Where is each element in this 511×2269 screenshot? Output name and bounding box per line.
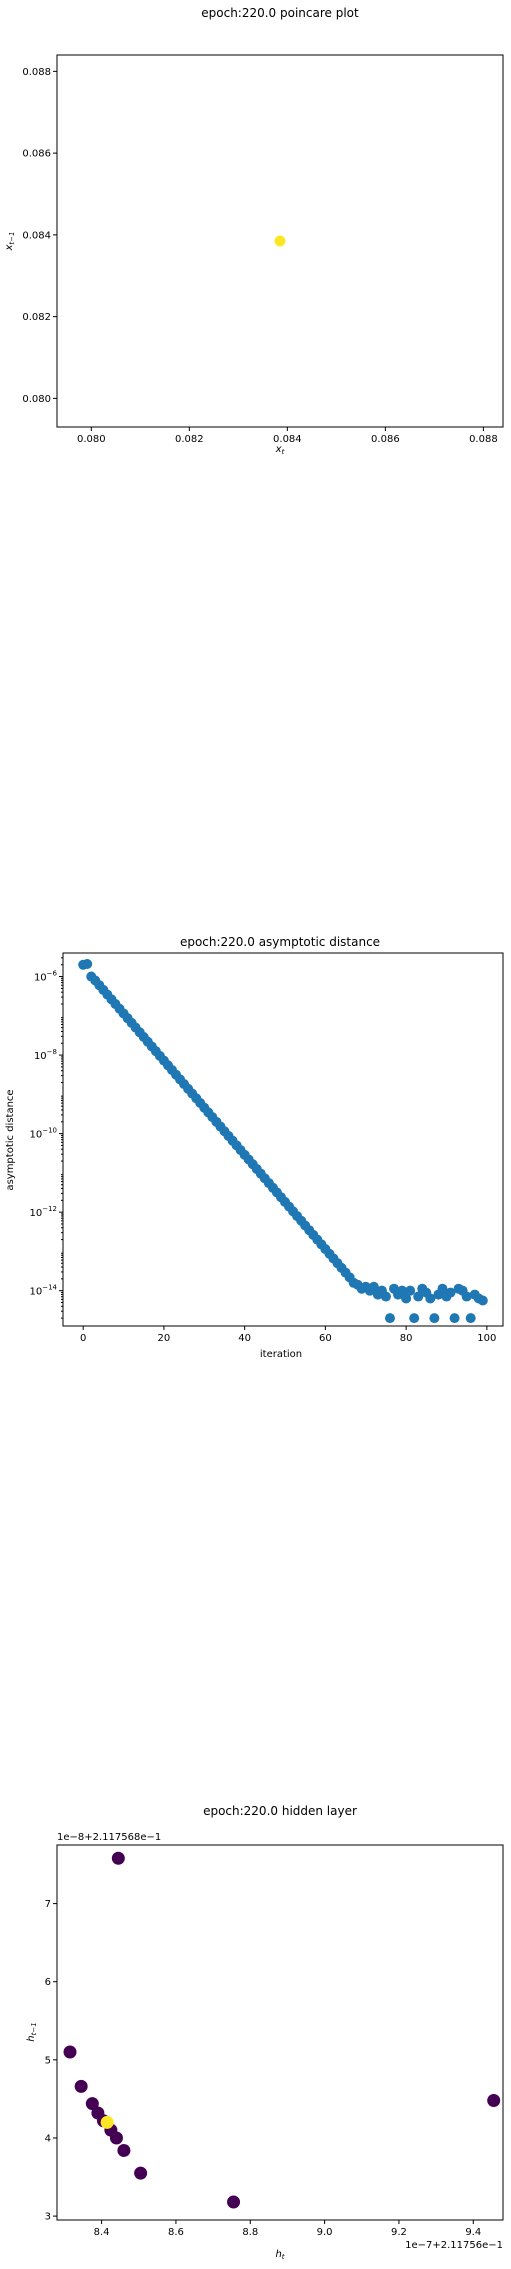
data-point <box>100 2115 114 2129</box>
x-tick-label: 0 <box>80 1333 86 1344</box>
x-tick-label: 0.080 <box>77 434 106 445</box>
data-point <box>487 2093 501 2107</box>
data-point <box>445 1287 456 1298</box>
hidden-layer-x-offset: 1e−7+2.11756e−1 <box>405 2240 503 2251</box>
data-point <box>227 2195 241 2209</box>
data-point <box>368 1281 379 1292</box>
x-tick-label: 0.088 <box>469 434 498 445</box>
data-point <box>384 1313 395 1324</box>
data-point <box>401 1293 412 1304</box>
poincare-plot: epoch:220.0 poincare plot 0.080 0.082 0.08… <box>4 6 504 456</box>
poincare-y-ticks: 0.080 0.082 0.084 0.086 0.088 <box>22 67 57 405</box>
data-point <box>429 1313 440 1324</box>
data-point <box>380 1291 391 1302</box>
x-tick-label: 20 <box>158 1333 171 1344</box>
asymptotic-distance-axes <box>62 952 504 1327</box>
poincare-x-axis-label: xt <box>275 444 285 456</box>
data-point <box>82 958 93 969</box>
data-point <box>409 1313 420 1324</box>
y-tick-label: 5 <box>45 2055 51 2066</box>
data-point <box>461 1291 472 1302</box>
asymptotic-x-axis-label: iteration <box>260 1349 302 1360</box>
data-point <box>477 1295 488 1306</box>
y-tick-label: 7 <box>45 1899 51 1910</box>
y-tick-label: 10−8 <box>34 1048 57 1062</box>
x-tick-label: 80 <box>400 1333 413 1344</box>
asymptotic-y-ticks: 10−6 10−8 10−10 10−12 10−14 <box>29 957 63 1319</box>
x-tick-label: 8.8 <box>242 2227 258 2238</box>
hidden-layer-points <box>63 1851 501 2209</box>
hidden-layer-x-ticks: 8.4 8.6 8.8 9.0 9.2 9.4 <box>94 2220 481 2238</box>
x-tick-label: 0.086 <box>371 434 400 445</box>
poincare-plot-axes <box>56 54 504 428</box>
asymptotic-x-ticks: 0 20 40 60 80 100 <box>80 1326 496 1344</box>
asymptotic-distance-title: epoch:220.0 asymptotic distance <box>180 935 380 949</box>
y-tick-label: 10−14 <box>29 1284 57 1298</box>
hidden-layer-title: epoch:220.0 hidden layer <box>203 1804 357 1818</box>
data-point <box>437 1283 448 1294</box>
hidden-layer-y-axis-label: ht−1 <box>26 2022 38 2041</box>
x-tick-label: 0.082 <box>175 434 204 445</box>
asymptotic-y-axis-label: asymptotic distance <box>5 1089 16 1190</box>
data-point <box>405 1285 416 1296</box>
x-tick-label: 8.4 <box>94 2227 110 2238</box>
y-tick-label: 10−6 <box>34 970 58 984</box>
hidden-layer-plot: epoch:220.0 hidden layer 1e−8+2.117568e−… <box>26 1804 504 2261</box>
data-point <box>109 2131 123 2145</box>
data-point <box>425 1293 436 1304</box>
x-tick-label: 8.6 <box>168 2227 184 2238</box>
hidden-layer-y-ticks: 3 4 5 6 7 <box>45 1899 57 2223</box>
y-tick-label: 0.082 <box>22 312 51 323</box>
poincare-x-ticks: 0.080 0.082 0.084 0.086 0.088 <box>77 427 498 445</box>
y-tick-label: 3 <box>45 2212 51 2223</box>
data-point <box>274 235 286 247</box>
x-tick-label: 40 <box>238 1333 251 1344</box>
data-point <box>85 2097 99 2111</box>
data-point <box>397 1285 408 1296</box>
x-tick-label: 60 <box>319 1333 332 1344</box>
poincare-plot-title: epoch:220.0 poincare plot <box>201 6 359 20</box>
y-tick-label: 0.086 <box>22 149 51 160</box>
hidden-layer-axes <box>56 1844 504 2221</box>
x-tick-label: 100 <box>477 1333 496 1344</box>
poincare-points <box>274 235 286 247</box>
data-point <box>74 2079 88 2093</box>
asymptotic-distance-plot: epoch:220.0 asymptotic distance 0 20 40 60 8… <box>5 935 504 1360</box>
data-point <box>111 1851 125 1865</box>
poincare-y-axis-label: xt−1 <box>4 232 16 252</box>
y-tick-label: 0.080 <box>22 394 51 405</box>
y-tick-label: 0.088 <box>22 67 51 78</box>
y-tick-label: 10−10 <box>29 1127 57 1141</box>
y-tick-label: 0.084 <box>22 230 51 241</box>
y-tick-label: 10−12 <box>29 1205 57 1219</box>
x-tick-label: 9.4 <box>465 2227 481 2238</box>
data-point <box>413 1291 424 1302</box>
data-point <box>449 1313 460 1324</box>
data-point <box>63 2045 77 2059</box>
y-tick-label: 4 <box>45 2133 51 2144</box>
x-tick-label: 9.2 <box>391 2227 407 2238</box>
x-tick-label: 0.084 <box>273 434 302 445</box>
hidden-layer-x-axis-label: ht <box>275 2249 284 2261</box>
data-point <box>134 2166 148 2180</box>
hidden-layer-y-offset: 1e−8+2.117568e−1 <box>57 1832 161 1843</box>
asymptotic-points <box>78 958 488 1324</box>
x-tick-label: 9.0 <box>317 2227 333 2238</box>
data-point <box>117 2143 131 2157</box>
y-tick-label: 6 <box>45 1977 51 1988</box>
data-point <box>465 1313 476 1324</box>
